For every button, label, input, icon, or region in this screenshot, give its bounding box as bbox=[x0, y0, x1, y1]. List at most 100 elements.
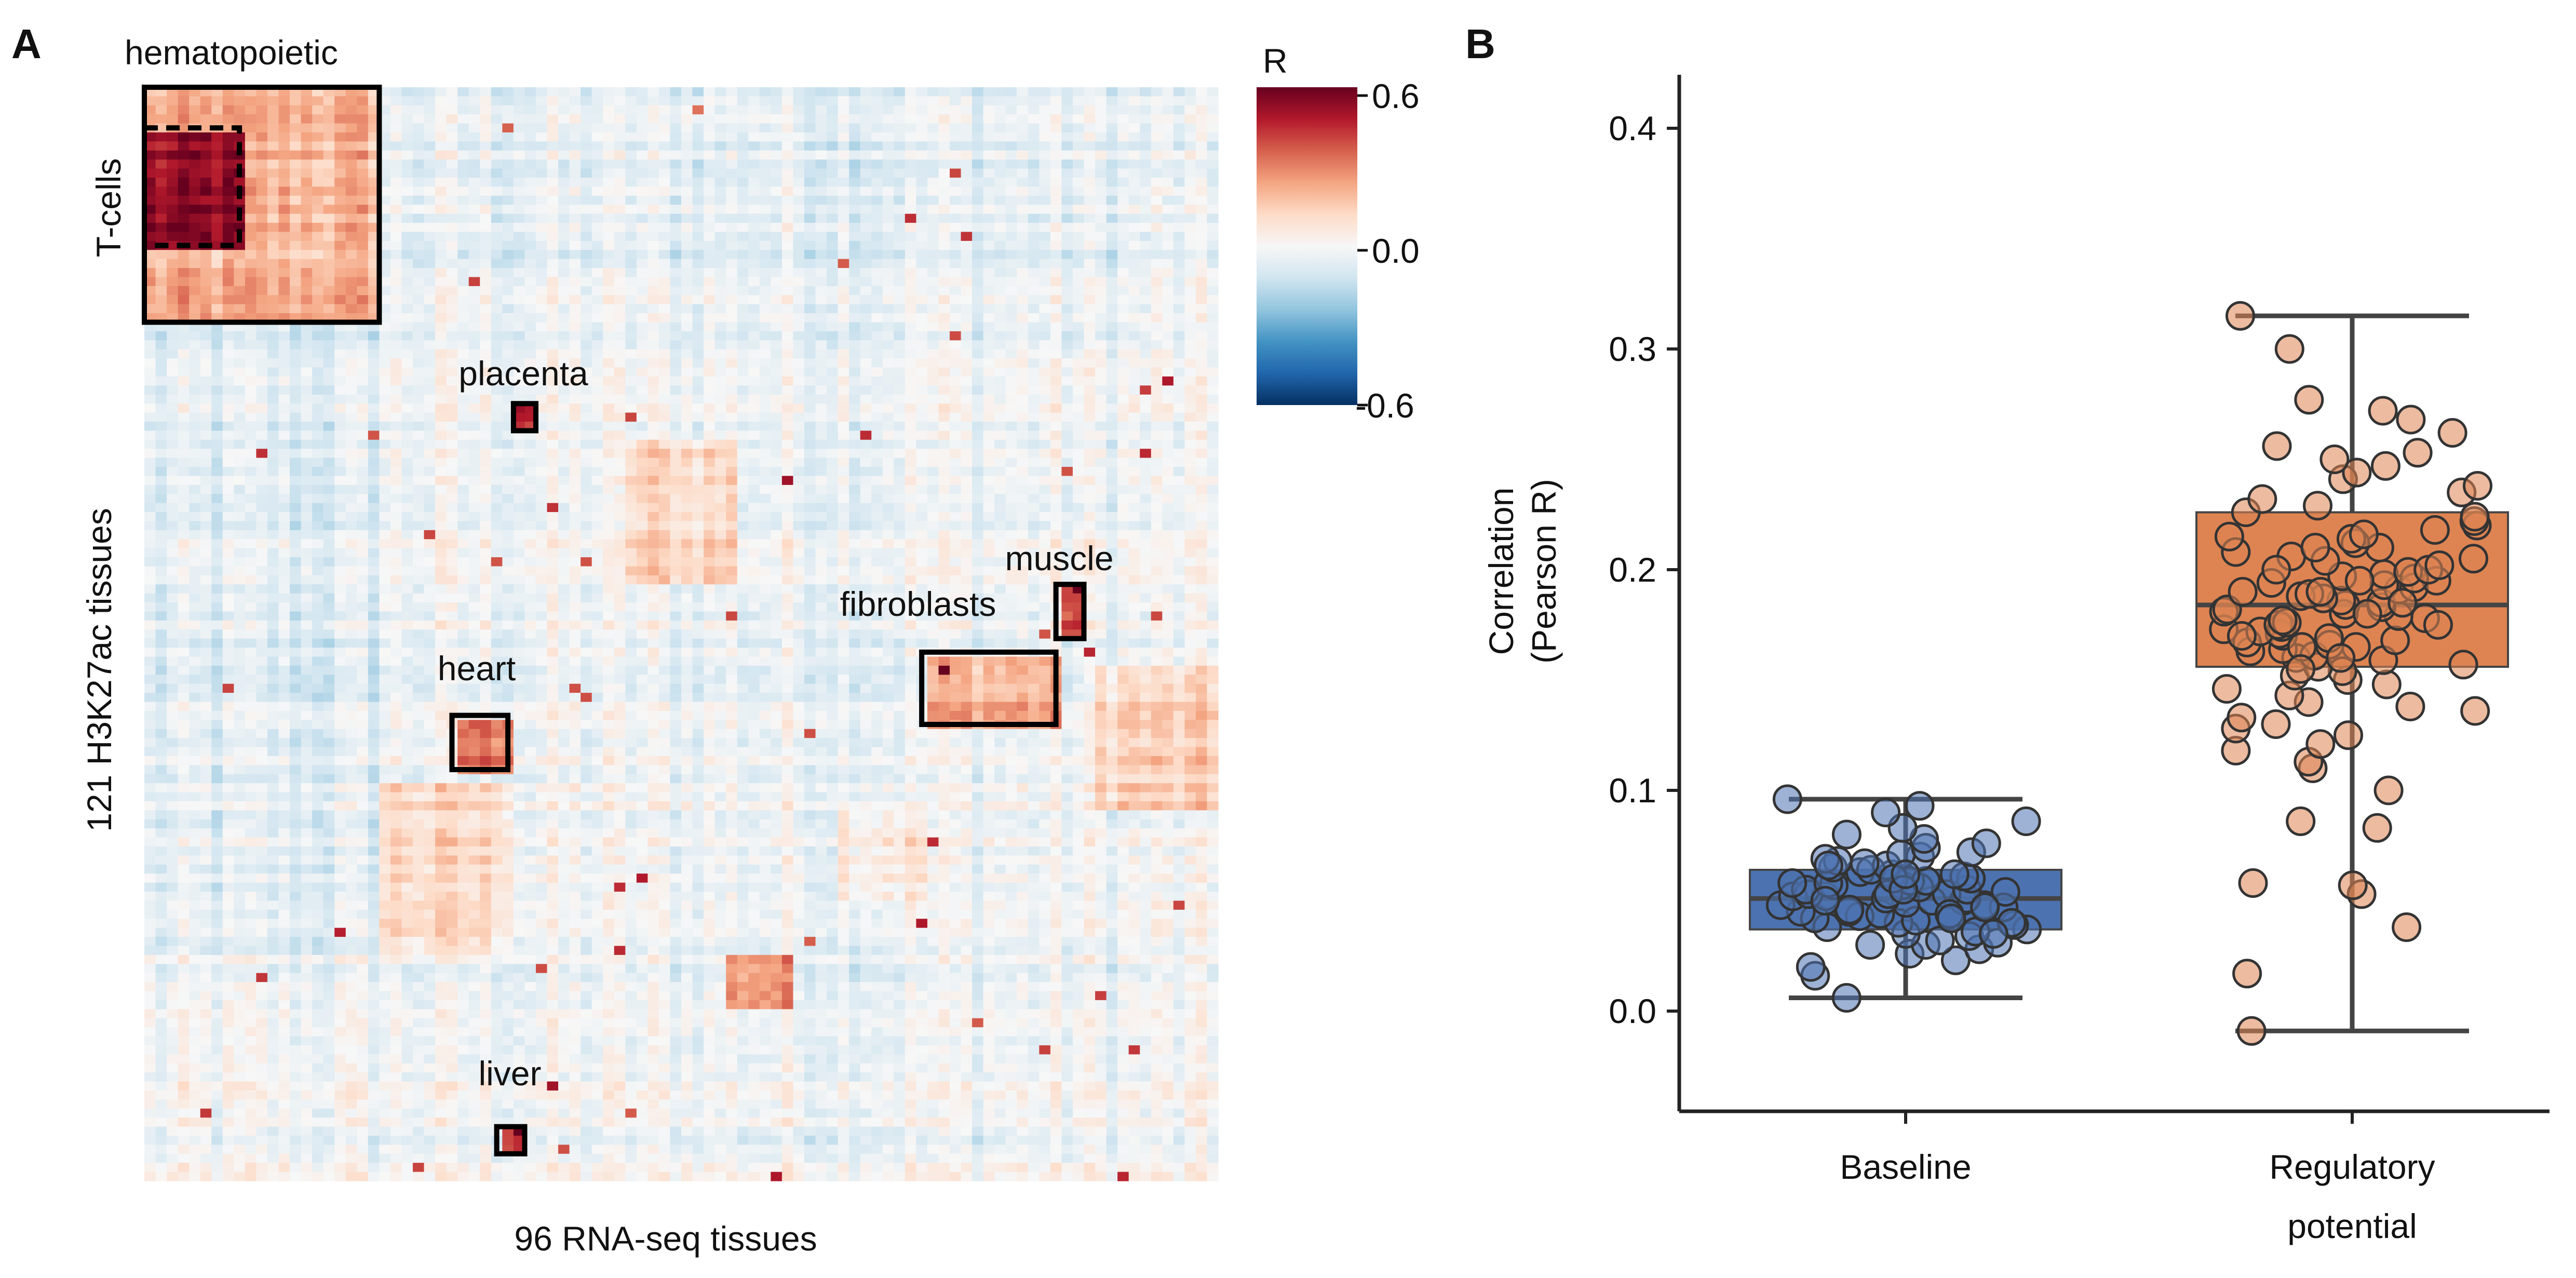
heatmap-cell bbox=[1084, 340, 1096, 350]
heatmap-cell bbox=[1184, 150, 1196, 160]
heatmap-cell bbox=[748, 195, 760, 205]
heatmap-cell bbox=[357, 431, 369, 440]
heatmap-cell bbox=[390, 394, 402, 404]
heatmap-cell bbox=[435, 439, 447, 449]
heatmap-cell bbox=[167, 449, 179, 459]
heatmap-cell bbox=[390, 512, 402, 522]
heatmap-cell bbox=[468, 205, 480, 214]
heatmap-cell bbox=[390, 412, 402, 422]
heatmap-cell bbox=[334, 412, 346, 422]
heatmap-cell bbox=[189, 548, 201, 558]
heatmap-cell bbox=[1017, 376, 1029, 386]
heatmap-cell bbox=[468, 512, 480, 522]
heatmap-cell bbox=[1173, 421, 1185, 431]
heatmap-cell bbox=[535, 240, 548, 250]
heatmap-cell bbox=[413, 394, 425, 404]
heatmap-cell bbox=[849, 503, 861, 513]
heatmap-cell bbox=[312, 530, 324, 540]
heatmap-cell bbox=[424, 295, 436, 305]
heatmap-cell bbox=[178, 141, 190, 151]
heatmap-cell bbox=[1039, 114, 1051, 124]
heatmap-cell bbox=[1195, 476, 1208, 486]
heatmap-cell bbox=[301, 421, 313, 431]
heatmap-cell bbox=[1095, 385, 1107, 395]
heatmap-cell bbox=[648, 376, 659, 386]
heatmap-cell bbox=[972, 367, 984, 377]
heatmap-cell bbox=[1050, 412, 1062, 422]
heatmap-cell bbox=[1106, 485, 1118, 494]
heatmap-cell bbox=[972, 295, 984, 305]
heatmap-cell bbox=[435, 449, 447, 459]
heatmap-cell bbox=[670, 512, 682, 522]
heatmap-cell bbox=[1005, 521, 1017, 531]
heatmap-cell bbox=[781, 394, 794, 404]
heatmap-cell bbox=[1061, 87, 1073, 97]
heatmap-cell bbox=[1106, 295, 1118, 305]
heatmap-cell bbox=[245, 141, 257, 151]
heatmap-cell bbox=[1095, 150, 1107, 160]
heatmap-cell bbox=[882, 240, 894, 250]
heatmap-cell bbox=[1061, 195, 1073, 205]
heatmap-cell bbox=[189, 458, 201, 467]
heatmap-cell bbox=[200, 358, 212, 368]
heatmap-cell bbox=[211, 494, 223, 504]
heatmap-cell bbox=[681, 132, 693, 142]
heatmap-cell bbox=[1106, 476, 1118, 486]
heatmap-cell bbox=[737, 449, 749, 459]
heatmap-cell bbox=[535, 403, 548, 413]
heatmap-cell bbox=[435, 376, 447, 386]
heatmap-cell bbox=[804, 503, 816, 513]
heatmap-cell bbox=[838, 240, 849, 250]
heatmap-cell bbox=[759, 385, 771, 395]
heatmap-cell bbox=[704, 331, 716, 341]
heatmap-cell bbox=[558, 87, 570, 97]
heatmap-cell bbox=[1151, 213, 1163, 223]
heatmap-cell bbox=[1117, 476, 1129, 486]
heatmap-cell bbox=[849, 439, 861, 449]
heatmap-cell bbox=[1151, 186, 1163, 196]
heatmap-cell bbox=[323, 485, 335, 494]
heatmap-cell bbox=[334, 150, 346, 160]
heatmap-cell bbox=[413, 485, 425, 494]
heatmap-cell bbox=[468, 494, 480, 504]
heatmap-cell bbox=[1061, 286, 1073, 295]
heatmap-cell bbox=[938, 268, 950, 278]
heatmap-cell bbox=[446, 394, 458, 404]
heatmap-cell bbox=[334, 168, 346, 178]
heatmap-cell bbox=[1106, 548, 1118, 558]
heatmap-cell bbox=[961, 358, 973, 368]
heatmap-cell bbox=[1039, 458, 1051, 467]
heatmap-cell bbox=[1028, 331, 1040, 341]
heatmap-cell bbox=[670, 548, 682, 558]
heatmap-cell bbox=[894, 367, 906, 377]
heatmap-cell bbox=[491, 431, 503, 440]
heatmap-cell bbox=[1039, 186, 1051, 196]
heatmap-cell bbox=[345, 96, 357, 106]
heatmap-cell bbox=[882, 178, 894, 187]
heatmap-cell bbox=[1128, 367, 1140, 377]
heatmap-cell bbox=[591, 295, 603, 305]
heatmap-cell bbox=[704, 530, 716, 540]
heatmap-cell bbox=[1061, 295, 1073, 305]
heatmap-cell bbox=[1017, 367, 1029, 377]
heatmap-cell bbox=[513, 250, 525, 260]
heatmap-cell bbox=[1173, 530, 1185, 540]
heatmap-cell bbox=[938, 385, 950, 395]
heatmap-cell bbox=[860, 485, 872, 494]
heatmap-cell bbox=[603, 141, 615, 151]
heatmap-cell bbox=[1095, 195, 1107, 205]
heatmap-cell bbox=[905, 503, 916, 513]
heatmap-cell bbox=[245, 168, 257, 178]
heatmap-cell bbox=[178, 358, 190, 368]
heatmap-cell bbox=[804, 521, 816, 531]
heatmap-cell bbox=[771, 421, 783, 431]
heatmap-cell bbox=[894, 512, 906, 522]
heatmap-cell bbox=[994, 421, 1006, 431]
heatmap-cell bbox=[737, 331, 749, 341]
heatmap-cell bbox=[301, 223, 313, 233]
heatmap-cell bbox=[614, 132, 626, 142]
heatmap-cell bbox=[200, 385, 212, 395]
heatmap-cell bbox=[759, 494, 771, 504]
heatmap-cell bbox=[278, 331, 290, 341]
heatmap-cell bbox=[905, 340, 916, 350]
